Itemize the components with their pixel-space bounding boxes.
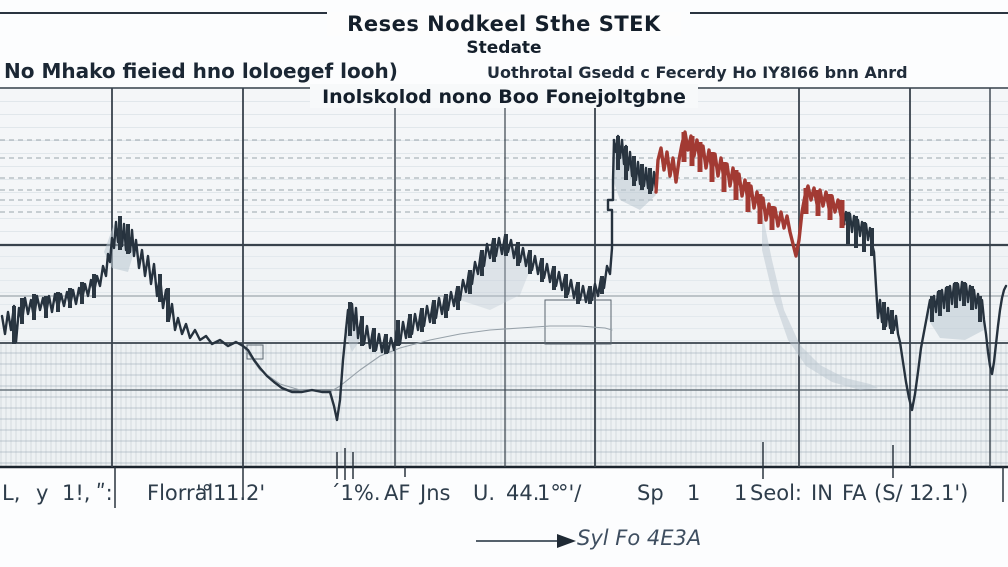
x-tick-label: 2.1')	[921, 481, 969, 505]
subtitle-left: No Mhako fieied hno loloegef looh)	[4, 59, 398, 83]
subtitle-center-text: Inolskolod nono Boo Fonejoltgbne	[310, 84, 698, 108]
x-tick-label: ʺ:	[96, 481, 113, 505]
x-tick-label: 1	[734, 481, 748, 505]
x-axis-labels: L, y 1!, ʺ: Florral '° 1 1.2' ´1%. AF Jns U. 44. 1° °'…	[0, 481, 1008, 509]
x-tick-label: Jns	[420, 481, 451, 505]
x-tick-label: ´1%.	[330, 481, 381, 505]
price-fill-patch	[762, 212, 878, 390]
x-tick-label: 1°	[537, 481, 561, 505]
x-tick-label: °'/	[558, 481, 582, 505]
price-fill-patch	[460, 245, 530, 310]
x-tick-label: 1	[687, 481, 701, 505]
x-tick-label: 1	[213, 481, 227, 505]
x-tick-label: 1.2'	[226, 481, 266, 505]
x-tick-label: Florral	[147, 481, 214, 505]
trend-thin-line	[242, 325, 613, 393]
x-tick-label: L,	[2, 481, 21, 505]
chart-title: Reses Nodkeel Sthe STEK Stedate	[0, 12, 1008, 58]
x-tick-label: U.	[473, 481, 496, 505]
x-tick-label: AF	[384, 481, 411, 505]
x-tick-label: Seol:	[750, 481, 803, 505]
x-tick-label: 44.	[506, 481, 540, 505]
footer-annotation: Syl Fo 4E3A	[577, 526, 702, 550]
x-tick-label: 1	[909, 481, 923, 505]
chart-title-line2: Stedate	[466, 38, 542, 58]
price-line-dark-left	[0, 134, 658, 422]
chart-title-line1: Reses Nodkeel Sthe STEK	[327, 12, 681, 36]
x-tick-label: y	[36, 481, 49, 505]
x-tick-label: FA	[842, 481, 867, 505]
step-box	[544, 299, 612, 345]
x-tick-label: (S/	[874, 481, 903, 505]
x-tick-label: IN	[811, 481, 833, 505]
plot-band-lower	[0, 343, 1008, 467]
x-tick-label: Sp	[637, 481, 664, 505]
footer-arrow-head	[557, 534, 576, 548]
subtitle-center: Inolskolod nono Boo Fonejoltgbne	[0, 84, 1008, 108]
x-tick-label: 1!,	[62, 481, 91, 505]
x-tick-label: '°	[196, 481, 213, 505]
